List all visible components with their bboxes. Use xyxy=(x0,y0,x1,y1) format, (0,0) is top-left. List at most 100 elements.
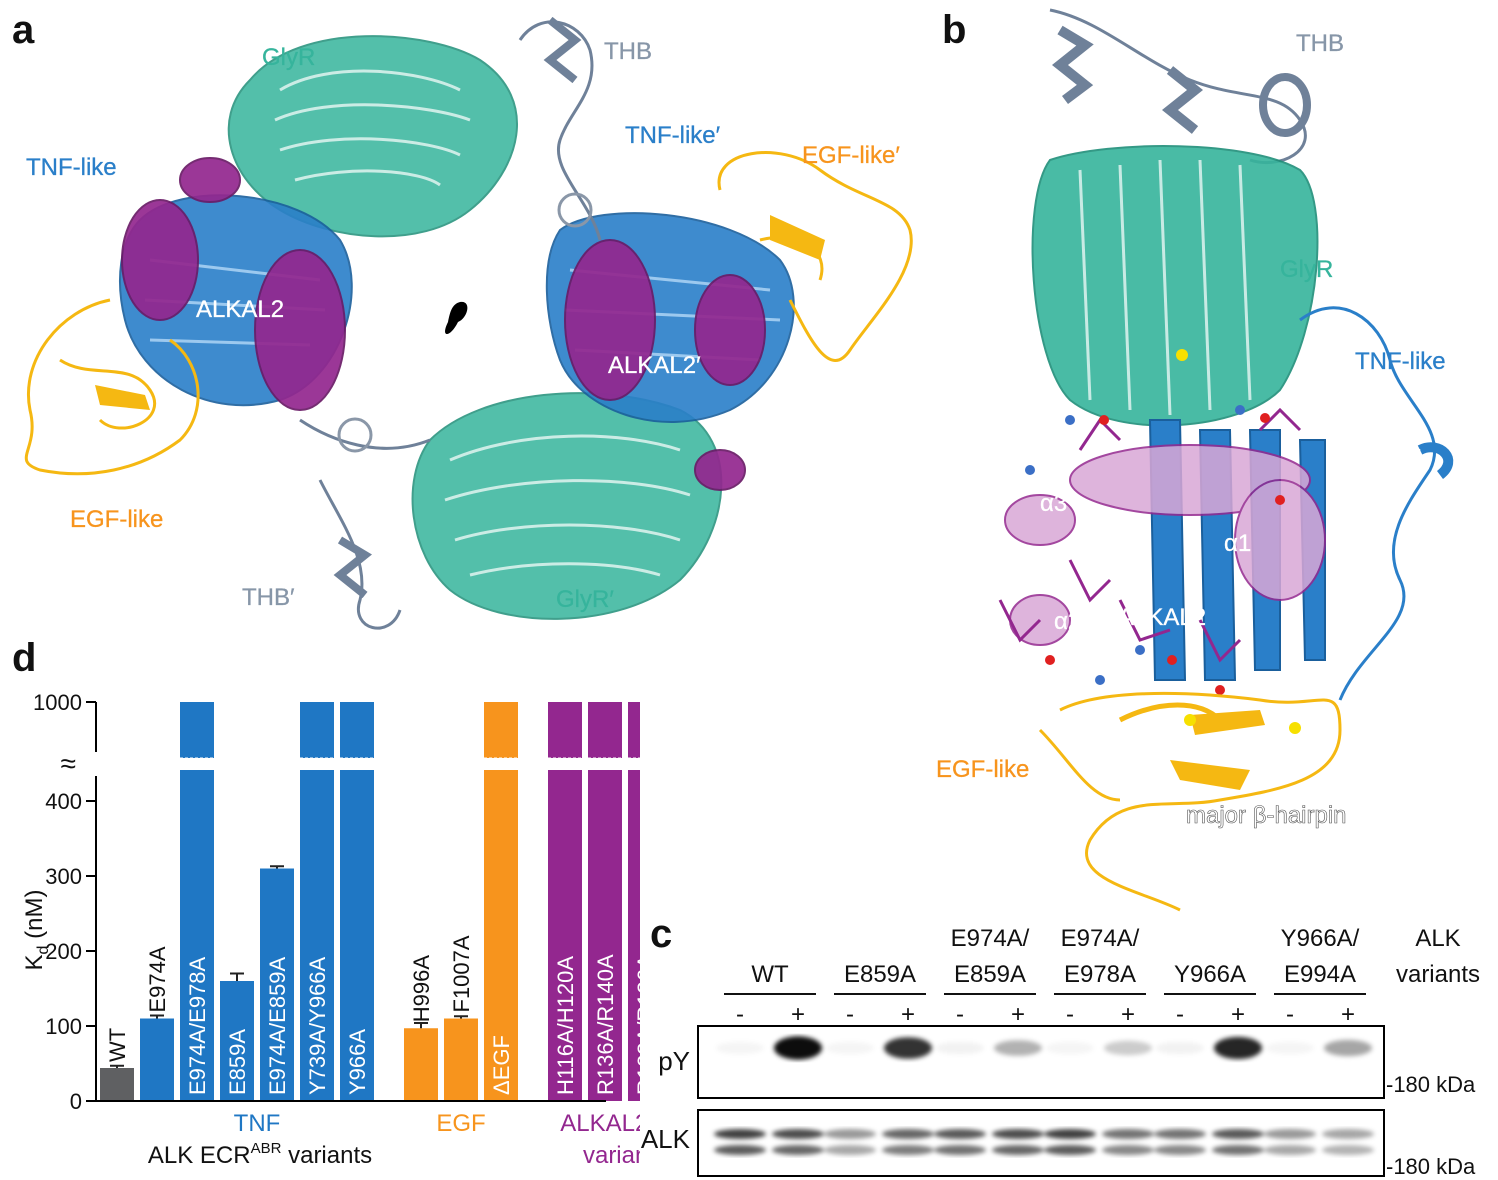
egf-left-domain xyxy=(24,298,200,476)
row-label-py: pY xyxy=(658,1046,690,1076)
group-header-5-0: Y966A/ xyxy=(1281,925,1360,952)
bar-break-2 xyxy=(179,758,215,770)
label-b-thb: THB xyxy=(1296,30,1344,57)
thb-bottom xyxy=(299,418,431,630)
tnf-b-loops xyxy=(1299,306,1454,701)
axis-break-symbol: ≈ xyxy=(61,748,76,779)
tick-label-2: E974A/E978A xyxy=(185,956,210,1095)
bar-7 xyxy=(404,1028,438,1101)
alk-band-lower-0 xyxy=(714,1145,766,1155)
y-tick-label-0: 0 xyxy=(70,1089,82,1114)
label-b-alpha1: α1 xyxy=(1224,530,1252,557)
panel-c-western-blot: WT- +E859A- +E974A/E859A- +E974A/E978A- +Y96… xyxy=(641,925,1480,1179)
glyr-bottom-domain xyxy=(411,392,723,620)
panel-label-d: d xyxy=(12,636,37,680)
label-a-glyr: GlyR xyxy=(262,44,316,71)
panel-label-b: b xyxy=(942,8,967,52)
panel-a-structure xyxy=(24,16,913,630)
bar-12 xyxy=(628,702,640,1101)
bar-break-6 xyxy=(339,758,375,770)
tick-label-1: E974A xyxy=(145,946,170,1012)
alk-band-lower-4 xyxy=(934,1145,986,1155)
sign-4-1: + xyxy=(1231,1001,1245,1028)
sign-1-1: + xyxy=(901,1001,915,1028)
x-axis-label: ALK ECRABR variants xyxy=(148,1140,372,1169)
bar-0 xyxy=(100,1068,134,1101)
label-b-glyr: GlyR xyxy=(1280,256,1334,283)
tick-label-8: F1007A xyxy=(449,935,474,1012)
group-label-egf: EGF xyxy=(436,1110,485,1137)
alk-band-lower-7 xyxy=(1102,1145,1154,1155)
label-b-alpha3: α3 xyxy=(1040,490,1068,517)
sign-4-0: - xyxy=(1176,1001,1184,1028)
py-band-5 xyxy=(994,1040,1042,1056)
group-label-alkal2: ALKAL2-AD xyxy=(560,1110,640,1137)
sign-0-1: + xyxy=(791,1001,805,1028)
group-label-alkal2-variants: variants xyxy=(583,1142,640,1169)
sign-2-1: + xyxy=(1011,1001,1025,1028)
alk-band-lower-8 xyxy=(1154,1145,1206,1155)
py-band-9 xyxy=(1214,1036,1262,1060)
y-tick-label-1: 100 xyxy=(45,1014,82,1039)
label-b-alpha2: α2 xyxy=(1054,608,1082,635)
py-band-6 xyxy=(1046,1041,1094,1055)
group-header-0-0: WT xyxy=(751,961,789,988)
alk-band-lower-5 xyxy=(992,1145,1044,1155)
alkal2-left xyxy=(121,157,346,411)
label-a-glyr-prime: GlyR′ xyxy=(556,586,614,613)
label-a-thb: THB xyxy=(604,38,652,65)
group-header-3-1: E978A xyxy=(1064,961,1136,988)
tick-label-11: R136A/R140A xyxy=(593,954,618,1095)
tick-label-5: Y739A/Y966A xyxy=(305,956,330,1095)
tick-label-10: H116A/H120A xyxy=(553,956,578,1095)
sign-5-0: - xyxy=(1286,1001,1294,1028)
group-header-4-0: Y966A xyxy=(1174,961,1246,988)
tick-label-9: ΔEGF xyxy=(489,1035,514,1095)
bar-8 xyxy=(444,1018,478,1101)
alk-band-upper-8 xyxy=(1154,1129,1206,1139)
label-a-alkal2-prime: ALKAL2′ xyxy=(608,352,701,379)
alk-band-upper-5 xyxy=(992,1129,1044,1139)
py-band-11 xyxy=(1324,1039,1372,1057)
label-b-tnf: TNF-like xyxy=(1355,348,1446,375)
bar-4 xyxy=(260,868,294,1101)
label-b-hairpin: major β-hairpin xyxy=(1186,802,1347,830)
label-b-egf: EGF-like xyxy=(936,756,1030,783)
label-b-alpha1-tnf: α1 xyxy=(1394,430,1422,457)
y-axis-label: Kd (nM) xyxy=(21,890,52,971)
sign-3-0: - xyxy=(1066,1001,1074,1028)
label-a-alkal2: ALKAL2 xyxy=(196,296,285,323)
alk-band-lower-2 xyxy=(824,1145,876,1155)
thb-top xyxy=(518,16,602,241)
twofold-axis-symbol xyxy=(445,301,468,334)
alk-blot-frame xyxy=(697,1109,1385,1177)
bar-break-11 xyxy=(587,758,623,770)
panel-label-c: c xyxy=(650,912,673,956)
tick-label-0: WT xyxy=(105,1028,130,1062)
label-b-alkal2: ALKAL2 xyxy=(1118,604,1207,631)
y-tick-label-3: 300 xyxy=(45,864,82,889)
alk-band-upper-2 xyxy=(824,1129,876,1139)
y-tick-label-4: 400 xyxy=(45,789,82,814)
sign-0-0: - xyxy=(736,1001,744,1028)
egf-left-strand xyxy=(95,385,150,410)
alk-band-lower-3 xyxy=(882,1145,934,1155)
sign-2-0: - xyxy=(956,1001,964,1028)
bar-1 xyxy=(140,1018,174,1101)
alk-band-upper-3 xyxy=(882,1129,934,1139)
alk-band-upper-7 xyxy=(1102,1129,1154,1139)
right-label-1: variants xyxy=(1396,961,1480,988)
group-header-3-0: E974A/ xyxy=(1061,925,1140,952)
sign-5-1: + xyxy=(1341,1001,1355,1028)
label-a-tnf: TNF-like xyxy=(26,154,117,181)
alk-band-lower-9 xyxy=(1212,1145,1264,1155)
py-band-8 xyxy=(1156,1041,1204,1055)
panel-d-bar-chart: 0 100 200 300 400 1000 ≈ Kd (nM) WT E974A E974A/E… xyxy=(21,690,640,1169)
group-header-2-0: E974A/ xyxy=(951,925,1030,952)
group-label-tnf: TNF xyxy=(234,1110,281,1137)
tick-label-4: E974A/E859A xyxy=(265,956,290,1095)
egf-b-hairpin xyxy=(1170,760,1250,790)
alk-band-lower-11 xyxy=(1322,1145,1374,1155)
alk-band-lower-6 xyxy=(1044,1145,1096,1155)
tick-label-6: Y966A xyxy=(345,1029,370,1095)
